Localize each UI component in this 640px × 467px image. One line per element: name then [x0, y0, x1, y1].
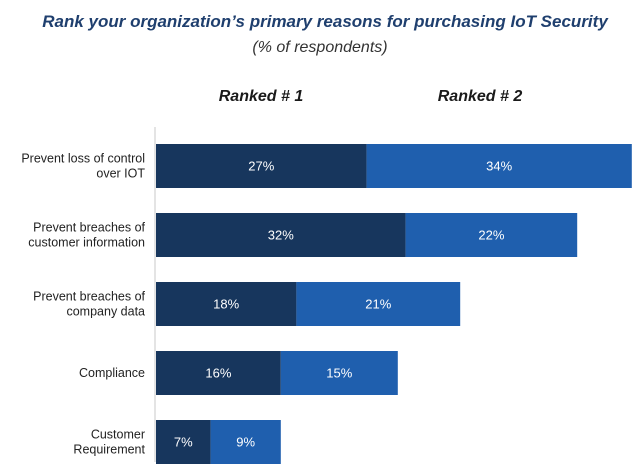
bars-group: 27% 34% 32% 22% 18% 21% 16% 15% 7% 9% [156, 144, 632, 464]
category-label: customer information [28, 236, 145, 250]
bar-series-2-cat-3 [296, 282, 461, 326]
bar-value-label: 9% [236, 435, 255, 450]
bar-value-label: 21% [365, 297, 391, 312]
bar-series-1-cat-1 [156, 144, 367, 188]
bar-value-label: 7% [174, 435, 193, 450]
category-label: over IOT [96, 167, 145, 181]
bar-series-1-cat-3 [156, 282, 297, 326]
bar-series-2-cat-4 [280, 351, 398, 395]
category-label: Requirement [73, 443, 145, 457]
bar-value-label: 18% [213, 297, 239, 312]
category-label: Customer [91, 428, 145, 442]
bar-value-label: 34% [486, 159, 512, 174]
bar-series-1-cat-4 [156, 351, 281, 395]
bar-value-label: 15% [326, 366, 352, 381]
bar-value-label: 27% [248, 159, 274, 174]
bar-series-2-cat-2 [405, 213, 578, 257]
bar-series-2-cat-1 [366, 144, 632, 188]
category-label: Prevent breaches of [33, 290, 145, 304]
category-label: Compliance [79, 366, 145, 380]
series-header-ranked-2: Ranked # 2 [438, 88, 523, 105]
bar-series-2-cat-5 [210, 420, 281, 464]
bar-series-1-cat-5 [156, 420, 211, 464]
bar-value-label: 32% [268, 228, 294, 243]
chart-subtitle: (% of respondents) [252, 39, 387, 56]
bar-series-1-cat-2 [156, 213, 406, 257]
category-label: company data [66, 305, 145, 319]
category-label: Prevent loss of control [21, 152, 145, 166]
bar-value-label: 16% [205, 366, 231, 381]
series-header-ranked-1: Ranked # 1 [219, 88, 304, 105]
category-label: Prevent breaches of [33, 221, 145, 235]
bar-value-label: 22% [478, 228, 504, 243]
chart-title: Rank your organization’s primary reasons… [42, 12, 609, 31]
